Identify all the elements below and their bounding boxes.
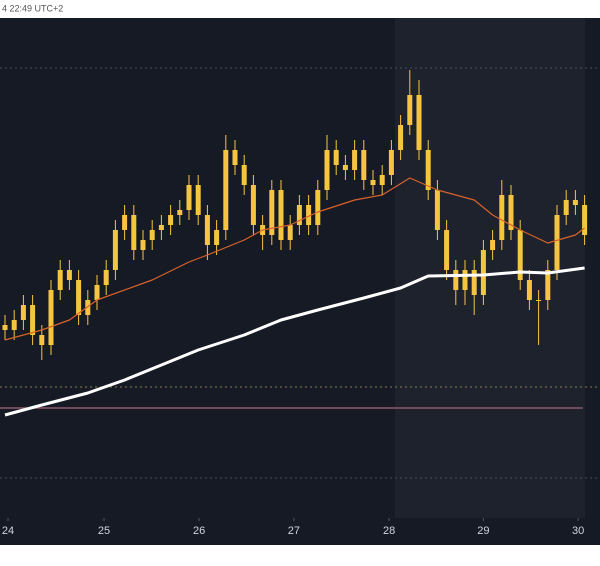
candle-body: [48, 290, 54, 345]
candle-body: [94, 285, 100, 300]
candle-body: [416, 95, 422, 150]
x-tick-label: 24: [2, 525, 14, 537]
candle-body: [39, 335, 45, 345]
header-bar: [0, 0, 600, 18]
candle-body: [131, 215, 137, 250]
candle-body: [425, 150, 431, 190]
candle-body: [85, 300, 91, 315]
x-tick-label: 27: [288, 525, 300, 537]
candle-body: [269, 190, 275, 235]
candle-body: [453, 270, 459, 290]
candle-body: [333, 150, 339, 165]
candle-body: [76, 280, 82, 315]
candle-body: [30, 305, 36, 335]
x-tick-label: 28: [383, 525, 395, 537]
candle-body: [11, 320, 17, 330]
header-text: 4 22:49 UTC+2: [2, 3, 63, 13]
candle-body: [149, 230, 155, 240]
candle-body: [168, 215, 174, 225]
candle-body: [296, 205, 302, 225]
candle-body: [241, 165, 247, 185]
candle-body: [407, 95, 413, 125]
candle-body: [434, 190, 440, 230]
candle-body: [554, 215, 560, 270]
candle-body: [342, 165, 348, 170]
candle-body: [103, 270, 109, 285]
candle-body: [140, 240, 146, 250]
candle-body: [462, 270, 468, 290]
candle-body: [195, 185, 201, 215]
candle-body: [490, 240, 496, 250]
candle-body: [572, 200, 578, 205]
candle-body: [223, 150, 229, 230]
candle-body: [112, 230, 118, 270]
candle-body: [398, 125, 404, 150]
candle-body: [177, 210, 183, 215]
candle-body: [526, 280, 532, 300]
candle-body: [20, 305, 26, 320]
candle-body: [204, 215, 210, 245]
x-tick-label: 26: [193, 525, 205, 537]
candle-body: [388, 150, 394, 175]
x-axis-bar: [0, 518, 600, 545]
candle-body: [352, 150, 358, 170]
x-tick-label: 25: [98, 525, 110, 537]
plot: [2, 70, 588, 417]
candle-body: [2, 325, 8, 330]
candle-body: [315, 190, 321, 225]
candle-body: [361, 150, 367, 180]
candle-body: [508, 195, 514, 230]
moving-average-line: [4, 177, 585, 341]
candle-body: [186, 185, 192, 210]
candle-body: [66, 270, 72, 280]
candle-body: [370, 180, 376, 185]
candle-body: [306, 205, 312, 225]
candle-body: [379, 175, 385, 185]
candle-body: [214, 230, 220, 245]
candle-body: [57, 270, 63, 290]
candle-body: [324, 150, 330, 190]
candle-body: [122, 215, 128, 230]
candle-body: [471, 270, 477, 295]
plot-background: [585, 18, 600, 518]
candle-body: [278, 190, 284, 240]
x-tick-label: 30: [572, 525, 584, 537]
candle-body: [563, 200, 569, 215]
candle-body: [250, 185, 256, 225]
moving-average-line: [4, 266, 585, 417]
candle-body: [444, 230, 450, 270]
plot-background: [0, 18, 395, 518]
candle-body: [287, 225, 293, 240]
candle-body: [536, 300, 542, 301]
candle-body: [582, 205, 588, 235]
candle-body: [480, 250, 486, 295]
candle-body: [499, 195, 505, 240]
candle-body: [158, 225, 164, 230]
highlight-region: [395, 18, 585, 518]
candle-body: [232, 150, 238, 165]
candle-body: [545, 270, 551, 300]
x-tick-label: 29: [477, 525, 489, 537]
candle-body: [517, 230, 523, 280]
